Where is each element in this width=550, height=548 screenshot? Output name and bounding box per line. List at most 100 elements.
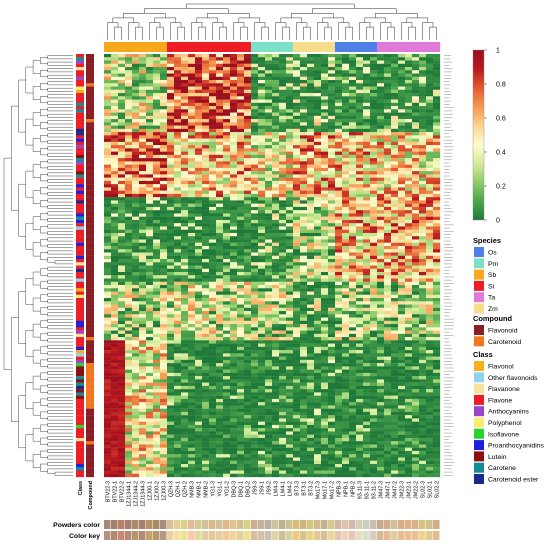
heatmap-cell: [307, 145, 315, 149]
class-cell: [76, 63, 84, 68]
heatmap-cell: [139, 333, 147, 338]
heatmap-cell: [181, 89, 189, 94]
heatmap-cell: [398, 213, 406, 217]
compound-cell: [86, 327, 94, 331]
heatmap-cell: [405, 171, 413, 175]
heatmap-cell: [209, 102, 217, 107]
heatmap-cell: [307, 200, 315, 204]
heatmap-cell: [195, 167, 203, 172]
heatmap-cell: [237, 57, 245, 61]
heatmap-cell: [244, 294, 252, 299]
heatmap-cell: [398, 272, 406, 276]
heatmap-cell: [153, 275, 161, 279]
heatmap-cell: [349, 343, 357, 347]
heatmap-cell: [132, 86, 140, 90]
heatmap-cell: [125, 272, 133, 276]
heatmap-cell: [412, 210, 420, 214]
heatmap-cell: [279, 161, 287, 165]
heatmap-cell: [426, 203, 434, 208]
heatmap-cell: [377, 57, 385, 61]
heatmap-cell: [405, 57, 413, 61]
compound-cell: [86, 132, 94, 136]
heatmap-cell: [174, 268, 182, 273]
heatmap-cell: [230, 138, 238, 142]
heatmap-cell: [153, 164, 161, 169]
heatmap-cell: [132, 294, 140, 299]
heatmap-cell: [321, 226, 329, 230]
heatmap-cell: [195, 154, 203, 159]
heatmap-cell: [265, 255, 273, 260]
heatmap-cell: [279, 206, 287, 211]
heatmap-cell: [251, 161, 259, 165]
heatmap-cell: [314, 239, 322, 243]
class-cell: [76, 80, 84, 84]
heatmap-cell: [307, 343, 315, 347]
heatmap-cell: [293, 291, 301, 295]
heatmap-cell: [237, 187, 245, 191]
heatmap-cell: [342, 63, 350, 68]
heatmap-cell: [146, 278, 154, 282]
compound-cell: [86, 154, 94, 159]
heatmap-cell: [419, 180, 427, 185]
dendro-branch: [40, 122, 48, 130]
heatmap-cell: [237, 304, 245, 308]
heatmap-cell: [223, 151, 231, 156]
heatmap-cell: [405, 164, 413, 169]
heatmap-cell: [181, 171, 189, 175]
heatmap-cell: [300, 252, 308, 256]
heatmap-cell: [377, 73, 385, 77]
heatmap-cell: [146, 206, 154, 211]
heatmap-cell: [349, 193, 357, 198]
heatmap-cell: [363, 167, 371, 172]
heatmap-cell: [433, 311, 441, 315]
heatmap-cell: [104, 304, 112, 308]
heatmap-cell: [111, 262, 119, 266]
heatmap-cell: [230, 330, 238, 334]
heatmap-cell: [265, 281, 273, 286]
heatmap-cell: [146, 239, 154, 243]
heatmap-cell: [202, 301, 210, 305]
heatmap-cell: [405, 184, 413, 188]
heatmap-cell: [328, 330, 336, 334]
heatmap-cell: [146, 164, 154, 169]
heatmap-cell: [370, 346, 378, 351]
heatmap-cell: [363, 80, 371, 84]
heatmap-cell: [160, 304, 168, 308]
heatmap-cell: [104, 291, 112, 295]
heatmap-cell: [384, 307, 392, 312]
heatmap-cell: [349, 128, 357, 133]
heatmap-cell: [244, 83, 252, 87]
heatmap-cell: [314, 180, 322, 185]
heatmap-cell: [328, 275, 336, 279]
heatmap-cell: [279, 63, 287, 68]
heatmap-cell: [426, 262, 434, 266]
class-cell: [76, 389, 84, 393]
heatmap-cell: [286, 330, 294, 334]
heatmap-cell: [118, 200, 126, 204]
heatmap-cell: [223, 86, 231, 90]
heatmap-cell: [111, 252, 119, 256]
heatmap-cell: [174, 174, 182, 178]
heatmap-cell: [419, 275, 427, 279]
heatmap-cell: [139, 122, 147, 126]
heatmap-cell: [244, 288, 252, 292]
heatmap-cell: [321, 112, 329, 116]
compound-cell: [86, 190, 94, 195]
heatmap-cell: [251, 262, 259, 266]
dendro-branch: [40, 463, 48, 472]
heatmap-cell: [321, 57, 329, 61]
heatmap-cell: [174, 83, 182, 87]
heatmap-cell: [405, 206, 413, 211]
heatmap-cell: [265, 109, 273, 113]
heatmap-cell: [391, 278, 399, 282]
heatmap-cell: [237, 70, 245, 74]
heatmap-cell: [342, 265, 350, 269]
heatmap-cell: [377, 285, 385, 289]
heatmap-cell: [377, 255, 385, 260]
class-cell: [76, 206, 84, 211]
heatmap-cell: [342, 213, 350, 217]
compound-cell: [86, 99, 94, 103]
heatmap-cell: [349, 210, 357, 214]
heatmap-cell: [181, 337, 189, 341]
heatmap-cell: [279, 249, 287, 253]
